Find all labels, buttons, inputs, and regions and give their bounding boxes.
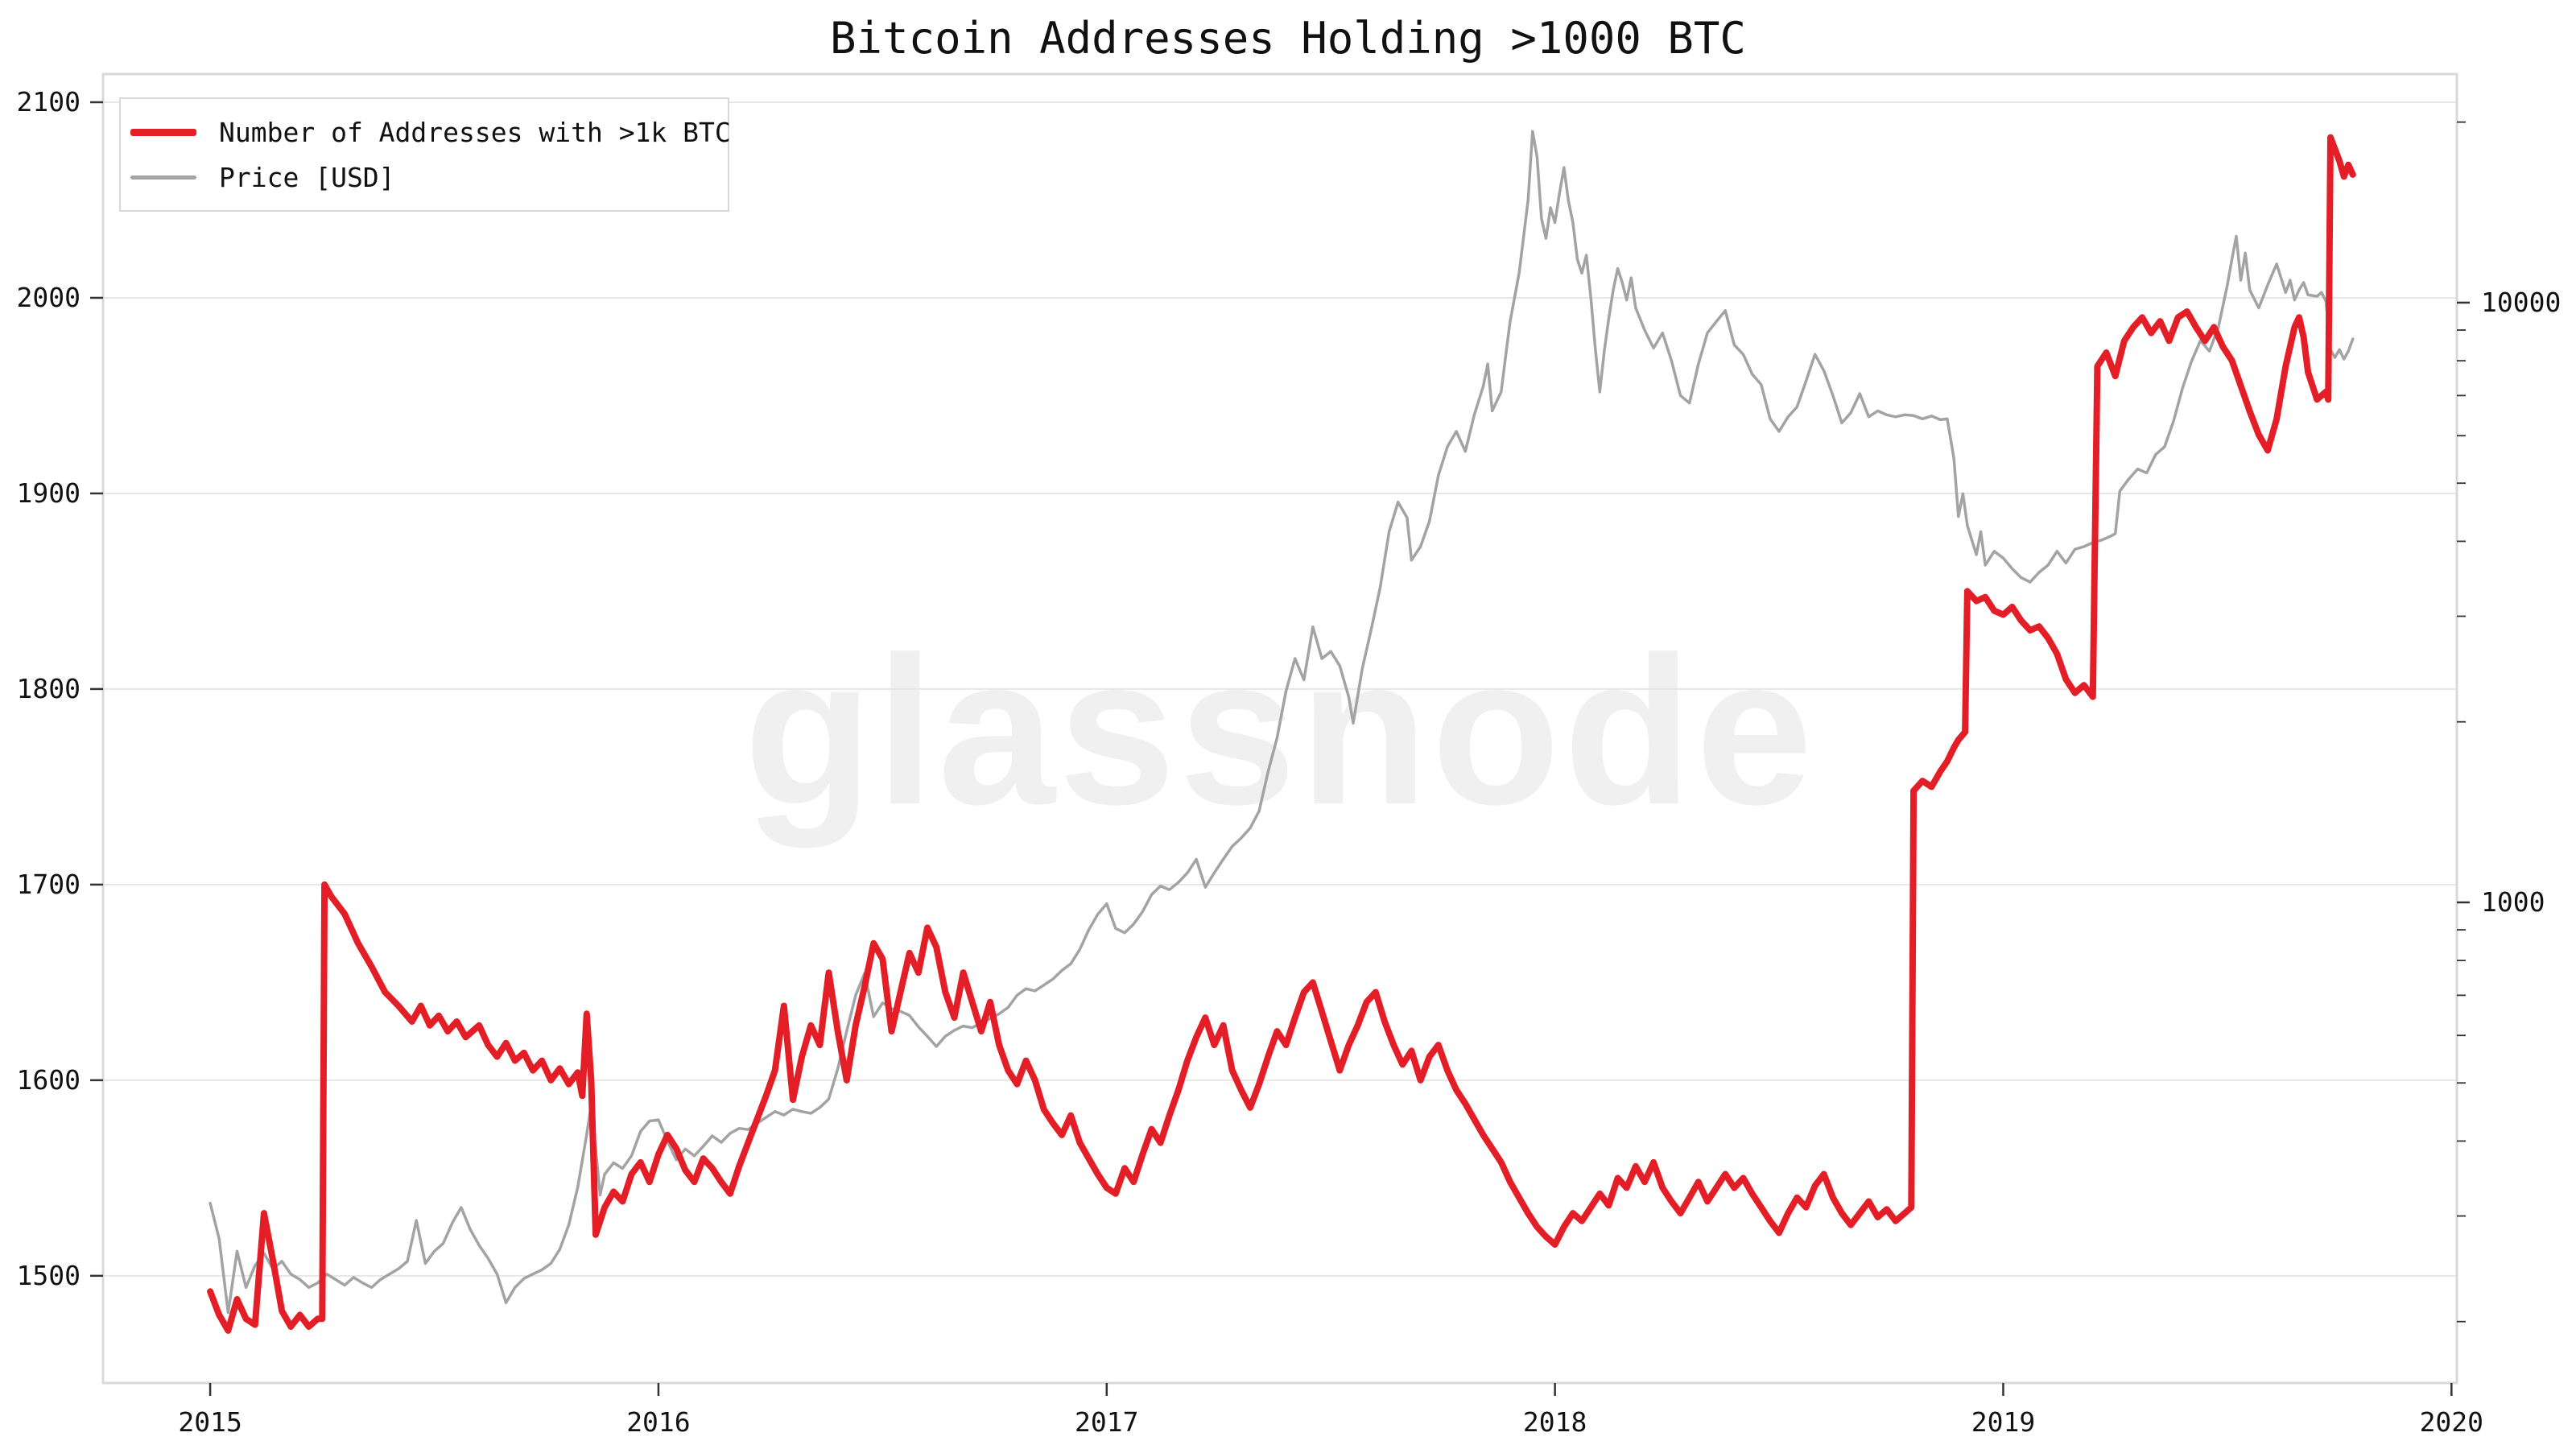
legend-label-addresses: Number of Addresses with >1k BTC	[219, 116, 731, 148]
plot-border	[101, 72, 2458, 1385]
legend-item-price: Price [USD]	[130, 161, 712, 193]
x-tick-label-2018: 2018	[1523, 1406, 1587, 1438]
x-tick-label-2016: 2016	[626, 1406, 690, 1438]
left-tick-label-1700: 1700	[17, 869, 80, 900]
left-tick-label-1600: 1600	[17, 1064, 80, 1096]
x-tick-label-2017: 2017	[1075, 1406, 1138, 1438]
x-tick-label-2019: 2019	[1971, 1406, 2035, 1438]
left-tick-label-2100: 2100	[17, 86, 80, 118]
x-tick-label-2015: 2015	[178, 1406, 242, 1438]
legend-box: Number of Addresses with >1k BTC Price […	[119, 97, 731, 212]
addresses-line-swatch	[130, 128, 196, 136]
addresses-line-series	[207, 134, 2356, 1334]
right-tick-label-10000: 10000	[2481, 287, 2561, 318]
price-line-swatch	[130, 175, 196, 180]
left-tick-label-1900: 1900	[17, 477, 80, 509]
chart-title: Bitcoin Addresses Holding >1000 BTC	[830, 13, 1746, 64]
left-tick-label-1800: 1800	[17, 673, 80, 704]
legend-item-addresses: Number of Addresses with >1k BTC	[130, 117, 731, 148]
price-line-series	[208, 130, 2355, 1315]
x-tick-label-2020: 2020	[2420, 1406, 2483, 1438]
right-tick-label-1000: 1000	[2481, 886, 2545, 918]
left-tick-label-1500: 1500	[17, 1260, 80, 1291]
left-tick-label-2000: 2000	[17, 282, 80, 313]
legend-label-price: Price [USD]	[219, 161, 395, 193]
